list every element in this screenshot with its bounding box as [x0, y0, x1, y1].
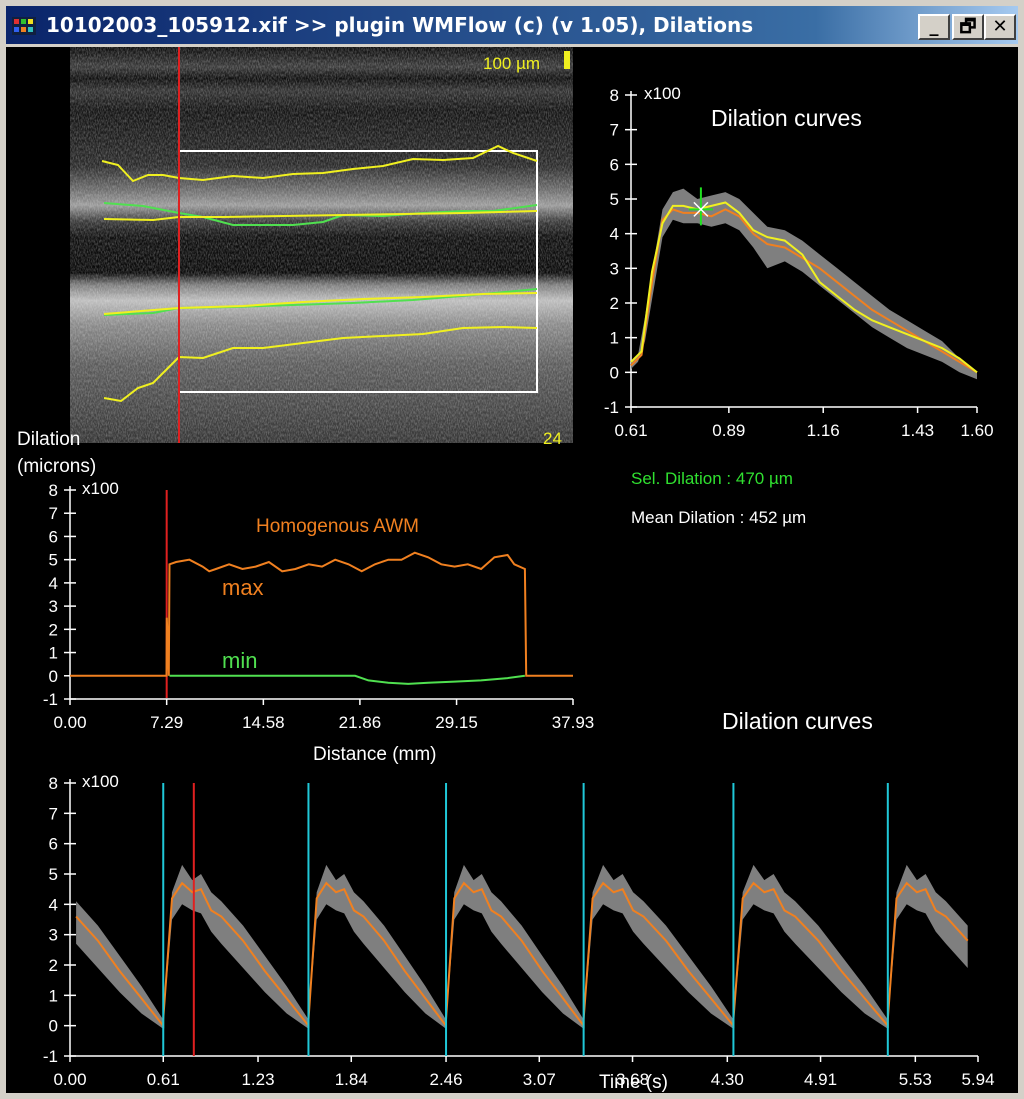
- window-title: 10102003_105912.xif >> plugin WMFlow (c)…: [46, 13, 754, 37]
- bot-x-tick-label: 3.68: [616, 1070, 649, 1089]
- min-series-label: min: [222, 648, 257, 673]
- top-y-tick-label: 3: [610, 259, 619, 278]
- plot-area: 100 µm 24 8 7 6 5 4 3 2 1 0 -1 0.61 0.89 1.16 1.43 1.6…: [6, 47, 1018, 1093]
- lower-wall-outer-trace: [103, 325, 538, 403]
- app-icon: [12, 17, 36, 35]
- top-y-tick-label: 2: [610, 294, 619, 313]
- bottom-multiplier-label: x100: [82, 772, 119, 791]
- bot-x-tick-label: 0.61: [147, 1070, 180, 1089]
- upper-lumen-trace: [103, 210, 538, 222]
- mid-y-tick-label: 0: [49, 667, 58, 686]
- lower-lumen-trace: [103, 292, 538, 315]
- bot-x-tick-label: 4.30: [711, 1070, 744, 1089]
- mid-series-max: [70, 551, 573, 677]
- top-y-tick-label: 8: [610, 86, 619, 105]
- bot-x-tick-label: 1.23: [241, 1070, 274, 1089]
- selected-point-cross-2: [693, 201, 709, 217]
- top-y-tick-label: 4: [610, 225, 619, 244]
- mid-x-tick-label: 0.00: [53, 713, 86, 732]
- scale-bar: [564, 51, 570, 69]
- mid-ylabel-line2: (microns): [17, 456, 96, 477]
- homogenous-awm-label: Homogenous AWM: [256, 516, 419, 537]
- top-x-tick-label: 0.61: [614, 421, 647, 440]
- top-x-tick-label: 1.16: [807, 421, 840, 440]
- mid-y-tick-label: 4: [49, 574, 58, 593]
- mid-x-tick-label: 21.86: [339, 713, 382, 732]
- bot-x-tick-label: 0.00: [53, 1070, 86, 1089]
- mid-x-tick-label: 29.15: [435, 713, 478, 732]
- mid-y-tick-label: 6: [49, 527, 58, 546]
- bottom-mean-dilation-line: [75, 881, 969, 1029]
- bot-x-tick-label: 4.91: [804, 1070, 837, 1089]
- scale-label: 100 µm: [483, 54, 540, 73]
- bot-x-tick-label: 5.94: [961, 1070, 994, 1089]
- top-x-tick-label: 1.43: [901, 421, 934, 440]
- bot-x-tick-label: 5.53: [899, 1070, 932, 1089]
- mid-y-tick-label: 5: [49, 551, 58, 570]
- bottom-variability-band: [76, 864, 968, 1029]
- top-variability-band: [631, 188, 977, 380]
- ultrasound-image[interactable]: 100 µm 24: [70, 47, 573, 448]
- sel-dilation-readout: Sel. Dilation : 470 µm: [631, 469, 793, 488]
- close-button[interactable]: ✕: [984, 14, 1016, 40]
- bot-y-tick-label: 6: [49, 835, 58, 854]
- dilation-curves-chart[interactable]: 8 7 6 5 4 3 2 1 0 -1 0.61 0.89 1.16 1.43 1.60 Dilation…: [604, 84, 994, 440]
- bottom-title: Dilation curves: [722, 708, 873, 734]
- bot-y-tick-label: 0: [49, 1017, 58, 1036]
- frame-number: 24: [543, 429, 562, 448]
- mean-dilation-readout: Mean Dilation : 452 µm: [631, 508, 806, 527]
- top-x-tick-label: 1.60: [960, 421, 993, 440]
- lower-wall-inner-trace: [103, 288, 538, 316]
- bot-x-tick-label: 1.84: [335, 1070, 368, 1089]
- top-y-tick-label: 6: [610, 155, 619, 174]
- bot-x-tick-label: 3.07: [523, 1070, 556, 1089]
- top-y-tick-label: -1: [604, 398, 619, 417]
- minimize-button[interactable]: _: [918, 14, 950, 40]
- top-multiplier-label: x100: [644, 84, 681, 103]
- bot-y-tick-label: 1: [49, 986, 58, 1005]
- mid-series-min: [169, 674, 526, 685]
- bot-y-tick-label: 3: [49, 926, 58, 945]
- upper-wall-outer-trace: [101, 144, 538, 183]
- restore-button[interactable]: 🗗: [952, 14, 984, 40]
- mid-xlabel: Distance (mm): [313, 744, 437, 765]
- top-y-tick-label: 1: [610, 329, 619, 348]
- mid-y-tick-label: 1: [49, 644, 58, 663]
- dilation-vs-time-chart[interactable]: Dilation curves 8 7 6 5 4 3 2 1 0 -1 0.00 0.61 1.23 1…: [43, 708, 995, 1093]
- top-x-tick-label: 0.89: [712, 421, 745, 440]
- dilation-curves-title: Dilation curves: [711, 105, 862, 131]
- mid-x-tick-label: 7.29: [150, 713, 183, 732]
- ultrasound-speckle: [70, 47, 573, 443]
- title-bar[interactable]: 10102003_105912.xif >> plugin WMFlow (c)…: [6, 6, 1018, 44]
- bot-y-tick-label: 4: [49, 895, 58, 914]
- mid-y-tick-label: -1: [43, 690, 58, 709]
- mid-y-tick-label: 7: [49, 504, 58, 523]
- top-y-tick-label: 5: [610, 190, 619, 209]
- top-series-line-0: [630, 208, 978, 374]
- bot-y-tick-label: 5: [49, 865, 58, 884]
- mid-x-tick-label: 14.58: [242, 713, 285, 732]
- bot-x-tick-label: 2.46: [429, 1070, 462, 1089]
- bot-y-tick-label: 7: [49, 804, 58, 823]
- top-series-line-1: [630, 201, 978, 374]
- top-y-tick-label: 0: [610, 363, 619, 382]
- dilation-vs-distance-chart[interactable]: Dilation (microns) 8 7 6 5 4 3 2 1 0 -1 0.00 7.29 14…: [17, 429, 594, 765]
- mid-y-tick-label: 2: [49, 620, 58, 639]
- top-y-tick-label: 7: [610, 121, 619, 140]
- max-series-label: max: [222, 575, 264, 600]
- mid-multiplier-label: x100: [82, 479, 119, 498]
- bot-y-tick-label: -1: [43, 1047, 58, 1066]
- mid-ylabel-line1: Dilation: [17, 429, 80, 450]
- bottom-xlabel: Time (s): [599, 1072, 668, 1093]
- upper-wall-inner-trace: [103, 202, 538, 226]
- bot-y-tick-label: 2: [49, 956, 58, 975]
- bot-y-tick-label: 8: [49, 774, 58, 793]
- mid-y-tick-label: 8: [49, 481, 58, 500]
- mid-x-tick-label: 37.93: [552, 713, 595, 732]
- mid-y-tick-label: 3: [49, 597, 58, 616]
